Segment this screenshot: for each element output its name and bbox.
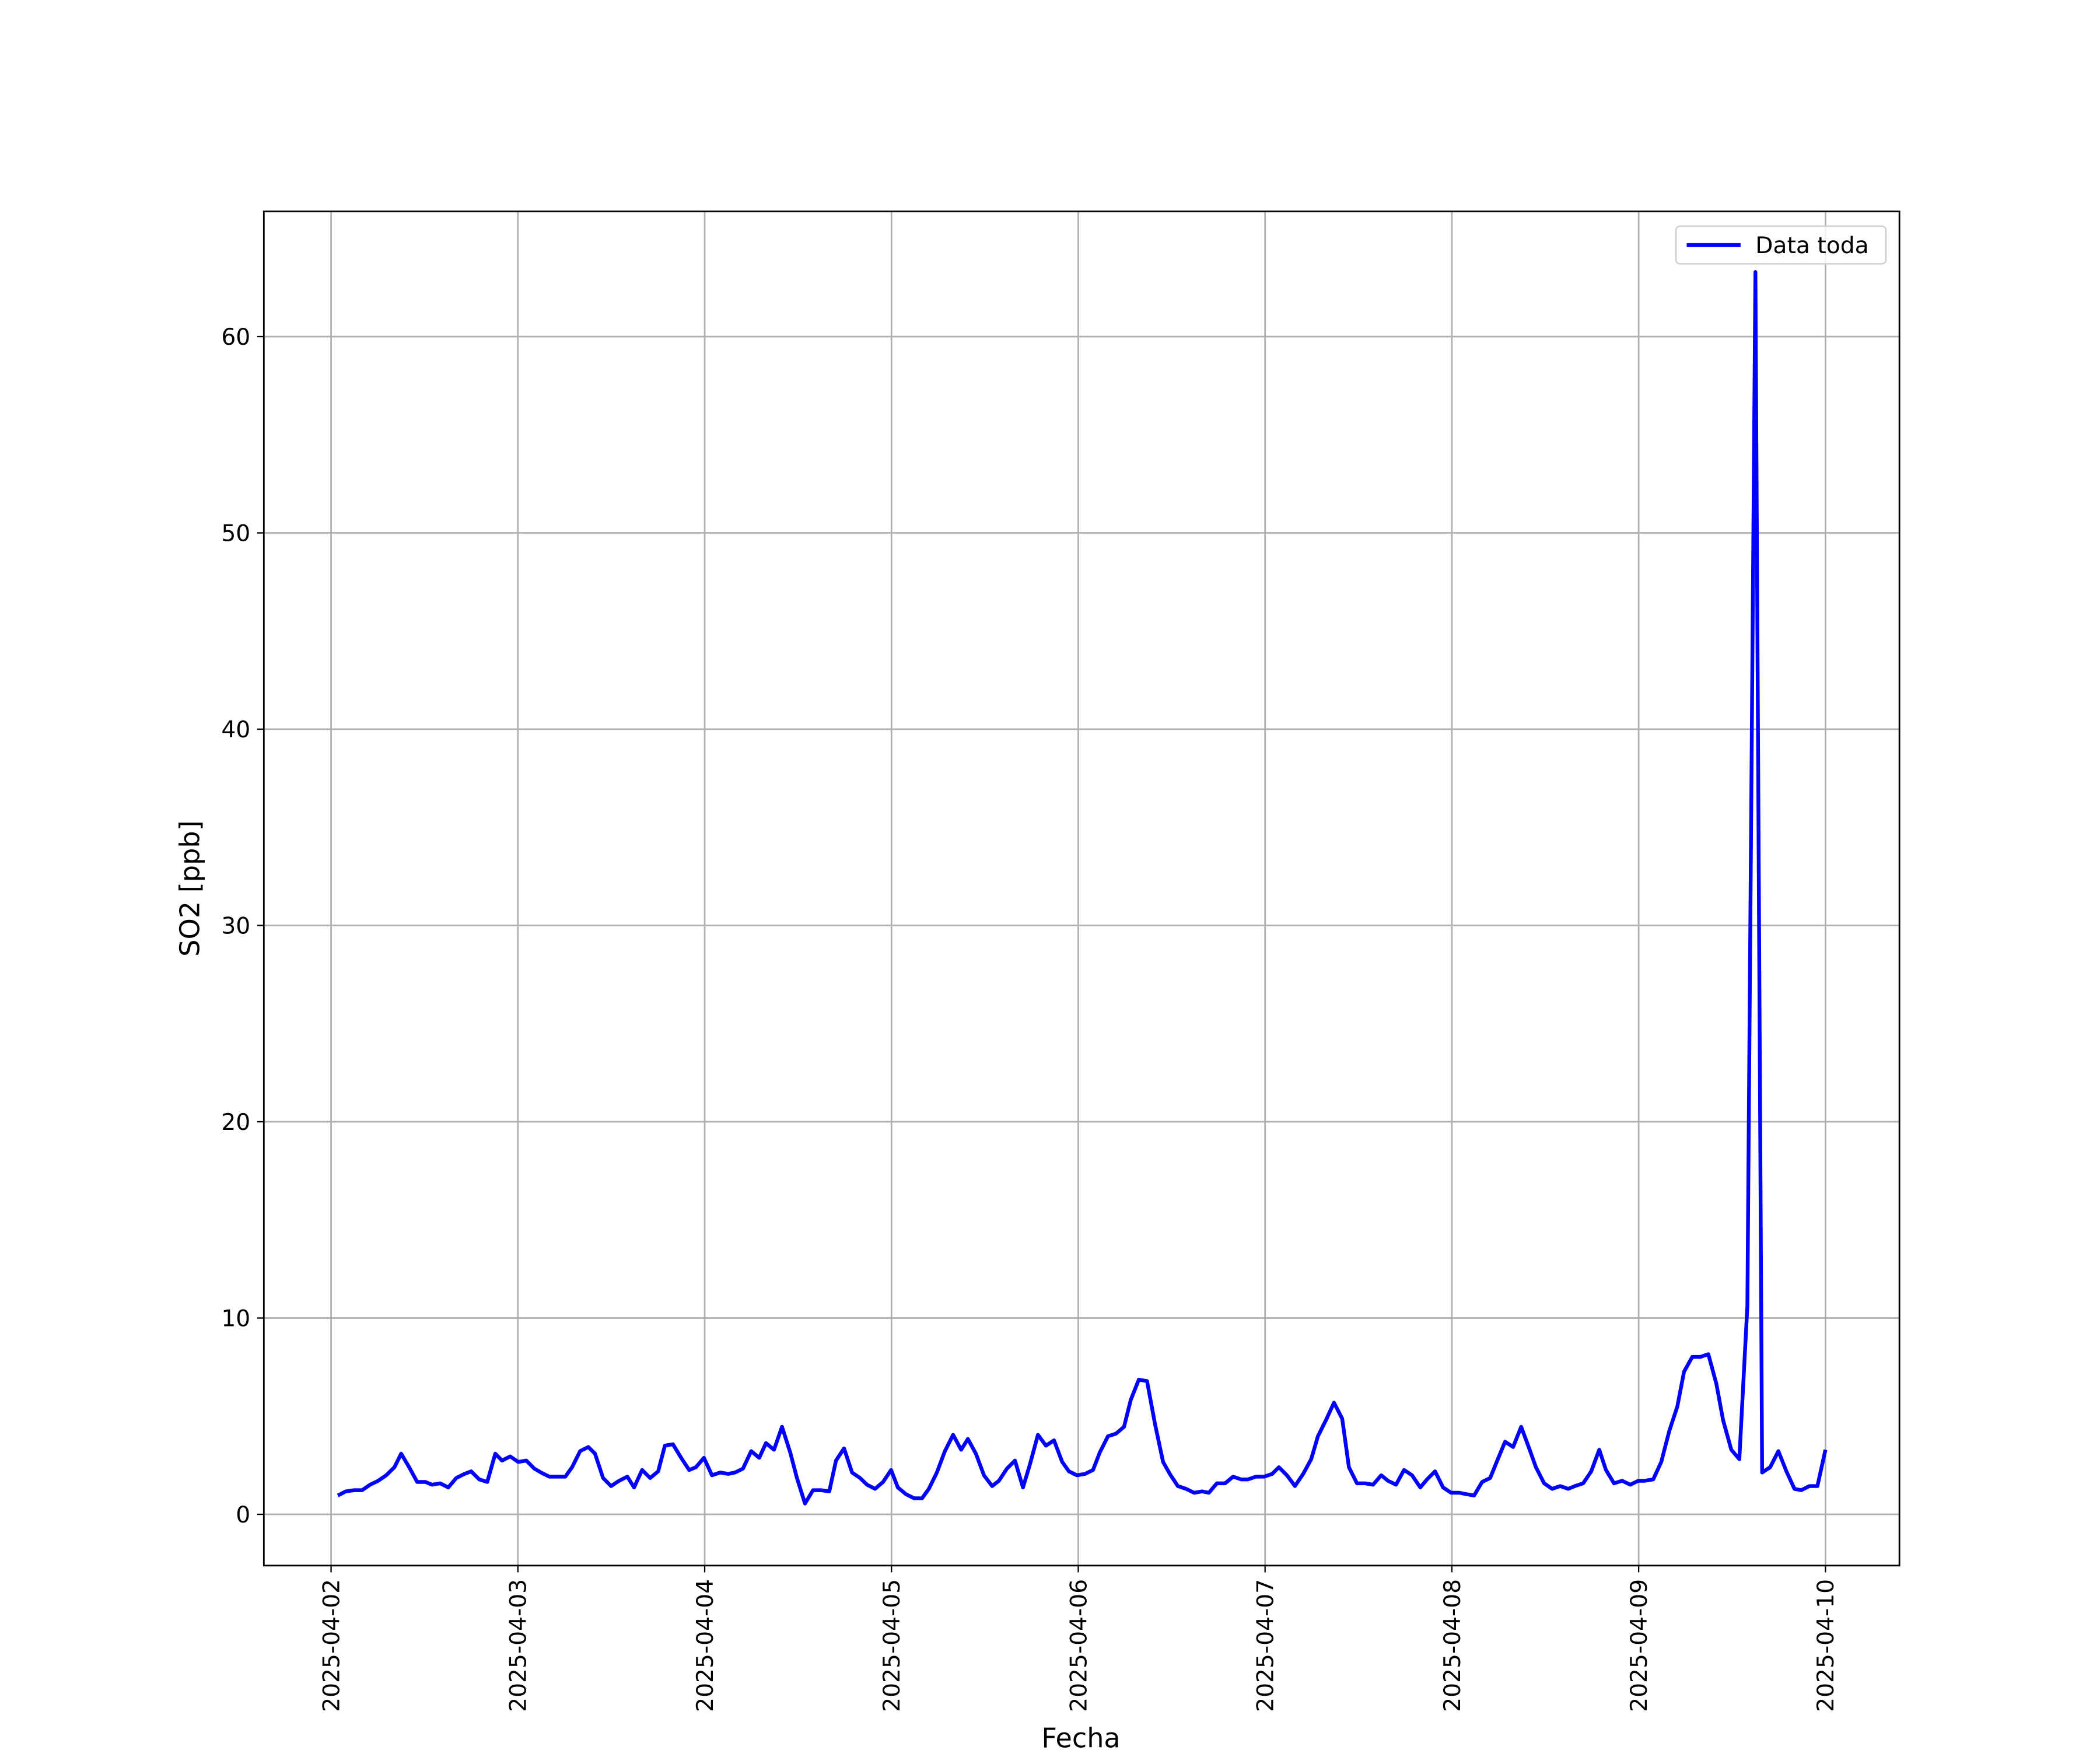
- y-tick-label: 60: [221, 324, 250, 351]
- x-tick-label: 2025-04-03: [506, 1579, 532, 1712]
- x-tick-label: 2025-04-08: [1440, 1579, 1466, 1712]
- x-tick-label: 2025-04-10: [1813, 1579, 1839, 1712]
- y-tick-label: 10: [221, 1306, 250, 1332]
- y-tick-label: 30: [221, 913, 250, 939]
- data-line: [337, 270, 1828, 1506]
- y-axis-label: SO2 [ppb]: [174, 820, 206, 957]
- x-tick-label: 2025-04-04: [692, 1579, 719, 1712]
- x-tick-label: 2025-04-07: [1253, 1579, 1279, 1712]
- plot-frame: [262, 210, 1901, 1567]
- x-tick-label: 2025-04-09: [1626, 1579, 1653, 1712]
- x-axis-label: Fecha: [1041, 1722, 1120, 1750]
- y-tick-label: 20: [221, 1110, 250, 1136]
- y-tick-label: 40: [221, 717, 250, 743]
- legend-box: [1675, 225, 1887, 265]
- x-tick-label: 2025-04-06: [1066, 1579, 1092, 1712]
- legend-label: Data toda: [1755, 233, 1868, 259]
- x-tick-label: 2025-04-05: [879, 1579, 905, 1712]
- y-tick-label: 50: [221, 520, 250, 547]
- y-tick-label: 0: [236, 1502, 250, 1528]
- x-tick-label: 2025-04-02: [318, 1579, 345, 1712]
